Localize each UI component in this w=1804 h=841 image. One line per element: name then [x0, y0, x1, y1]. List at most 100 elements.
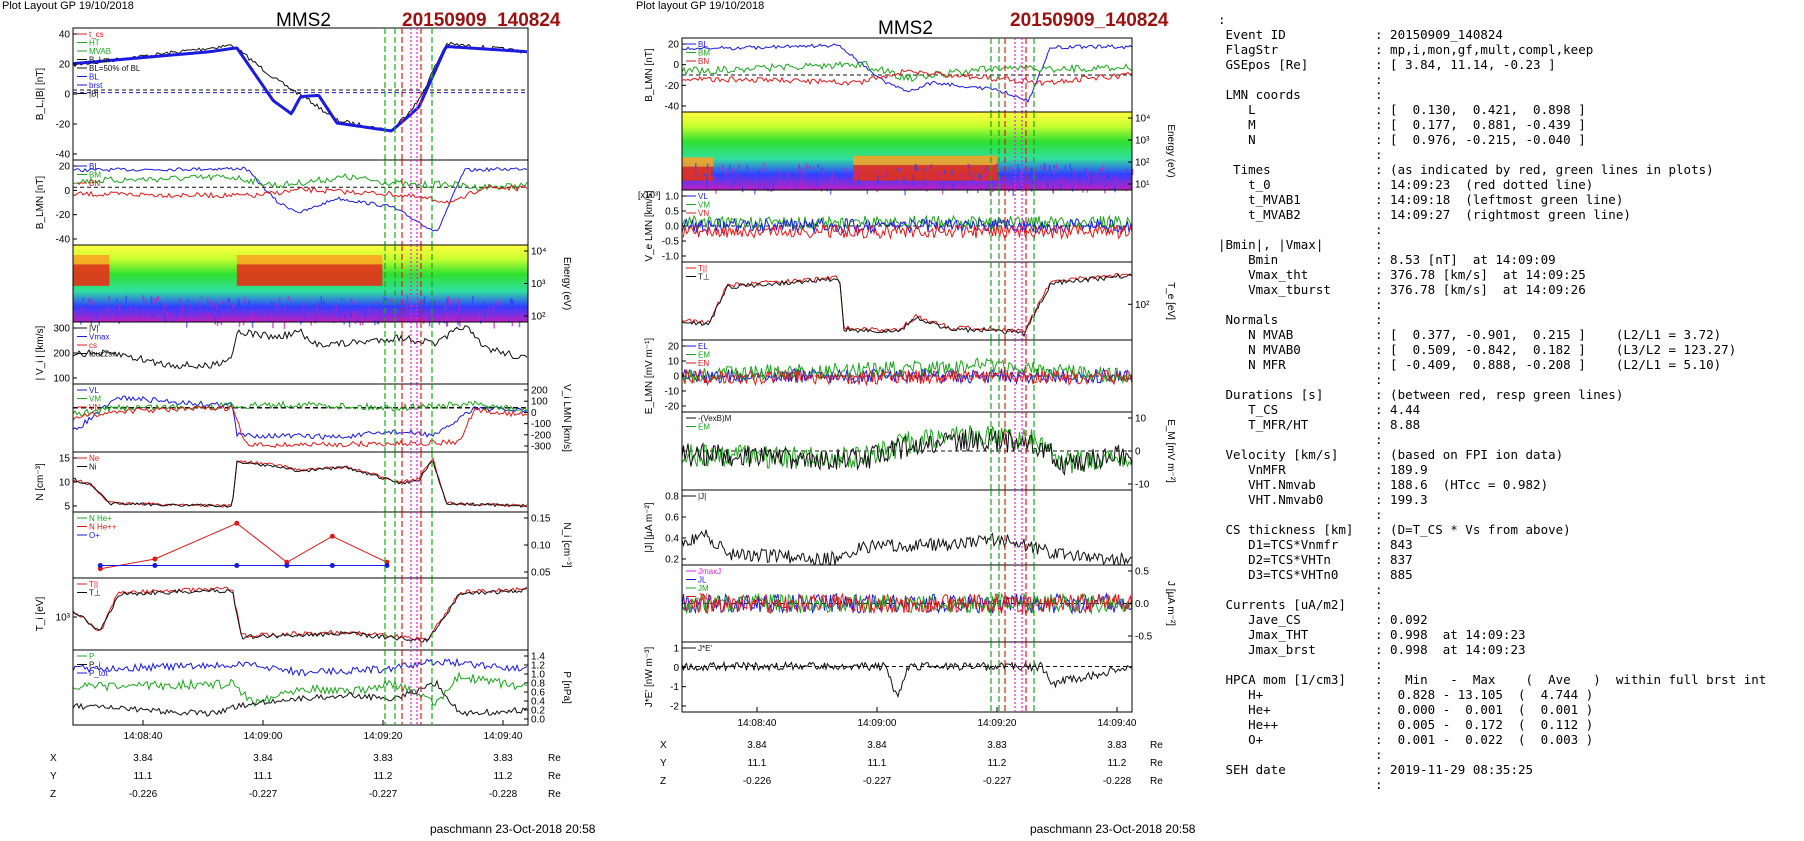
spectrogram-speckle: [153, 309, 155, 318]
spectrogram-speckle: [1067, 173, 1070, 178]
spectrogram-speckle: [375, 309, 377, 315]
spectrogram-speckle: [89, 298, 92, 301]
left-spacecraft-title: MMS2: [276, 10, 331, 31]
spectrogram-speckle: [950, 184, 952, 187]
spectrogram-speckle: [1074, 169, 1076, 177]
info-value: : (as indicated by red, green lines in p…: [1375, 162, 1714, 177]
spectrogram-speckle: [246, 307, 249, 310]
spectrogram-speckle: [308, 314, 310, 317]
legend-label: J*E': [698, 644, 712, 653]
spectrogram-speckle: [912, 183, 915, 187]
info-key: Normals: [1218, 312, 1279, 327]
he-plus-plus-point: [152, 556, 158, 562]
spectrogram-speckle: [849, 180, 851, 186]
info-key: [1218, 777, 1375, 792]
spectrogram-speckle: [337, 310, 340, 317]
spectrogram-speckle: [915, 163, 917, 171]
spectrogram-speckle: [225, 317, 227, 323]
info-value: :: [1375, 507, 1383, 522]
spectrogram-speckle: [335, 304, 337, 311]
legend-label: BM: [89, 171, 101, 180]
legend-label: BM: [698, 49, 710, 58]
spectrogram-speckle: [88, 304, 91, 307]
y-axis-label: B_LMN [nT]: [35, 176, 46, 230]
spectrogram-speckle: [187, 298, 189, 302]
info-line: Vmax_tht: 376.78 [km/s] at 14:09:25: [1218, 267, 1766, 282]
spectrogram-speckle: [483, 313, 486, 318]
spectrogram-speckle: [1042, 183, 1044, 188]
left-panel-9: 1.41.21.00.80.60.40.20.0 P [nPa] PP_iP_tot: [72, 649, 572, 726]
spectrogram-speckle: [968, 164, 970, 169]
info-line: CS thickness [km]: (D=T_CS * Vs from abo…: [1218, 522, 1766, 537]
spectrogram-speckle: [977, 173, 980, 179]
bm-line: [681, 60, 1133, 83]
spectrogram-speckle: [951, 170, 954, 175]
left-layout-label: Plot Layout GP 19/10/2018: [2, 0, 134, 12]
x-tick-label: 14:09:00: [858, 718, 897, 729]
spectrogram-speckle: [944, 170, 946, 175]
spectrogram-speckle: [423, 300, 425, 306]
y-tick-label: 0.4: [665, 534, 679, 545]
info-key: N: [1218, 132, 1256, 147]
y-axis-label-right: V_i LMN [km/s]: [561, 384, 572, 452]
spectrogram-speckle: [767, 186, 769, 192]
x-tick-label: 14:09:40: [1098, 718, 1137, 729]
info-value: : [ 0.177, 0.881, -0.439 ]: [1375, 117, 1586, 132]
spectrogram-speckle: [478, 313, 480, 318]
position-unit: Re: [548, 753, 561, 764]
legend-label: brst: [89, 81, 103, 90]
spectrogram-speckle: [116, 310, 119, 319]
spectrogram-speckle: [799, 179, 801, 183]
spectrogram-speckle: [509, 298, 512, 306]
spectrogram-speckle: [761, 166, 763, 173]
x-tick-label: 14:08:40: [738, 718, 777, 729]
spectrogram-speckle: [854, 170, 856, 178]
spectrogram-speckle: [244, 297, 246, 304]
middle-panel-9: 1 0 -1 -2 J*E' [nW m⁻³] J*E': [644, 641, 1133, 713]
spectrogram-speckle: [153, 298, 156, 305]
legend-label: Vmax: [89, 333, 109, 342]
y-tick-label: -0.5: [662, 237, 680, 248]
vexb-line: [681, 428, 1133, 476]
x-tick-label: 14:08:40: [124, 731, 163, 742]
spectrogram-speckle: [356, 314, 358, 319]
spectrogram-speckle: [985, 187, 988, 191]
spectrogram-speckle: [260, 308, 263, 311]
info-line: t_MVAB2: 14:09:27 (rightmost green line): [1218, 207, 1766, 222]
ni-line: [72, 460, 528, 508]
spectrogram-speckle: [188, 308, 190, 312]
spectrogram-speckle: [941, 186, 944, 190]
legend-label: JL: [698, 576, 707, 585]
middle-panel-4: 10² T_e [eV] T||T⊥: [681, 261, 1176, 341]
spectrogram-speckle: [374, 319, 376, 326]
spectrogram-speckle: [253, 311, 255, 319]
position-value: 3.84: [253, 753, 273, 764]
spectrogram-speckle: [804, 170, 806, 176]
spectrogram-speckle: [1061, 186, 1064, 190]
info-key: GSEpos [Re]: [1218, 57, 1309, 72]
legend-label: Ni: [89, 463, 97, 472]
spectrogram-speckle: [168, 303, 171, 309]
y-tick-label: 15: [59, 454, 71, 465]
je-line: [681, 660, 1133, 699]
y-tick-label: 10³: [56, 613, 71, 624]
spectrogram-speckle: [137, 308, 139, 316]
spectrogram-speckle: [903, 176, 905, 185]
info-line: :: [1218, 147, 1766, 162]
spectrogram-speckle: [317, 310, 319, 319]
info-value: :: [1375, 432, 1383, 447]
x-tick-label: 14:09:20: [978, 718, 1017, 729]
spectrogram-speckle: [758, 170, 760, 174]
spectrogram-speckle: [1040, 165, 1042, 169]
spectrogram-speckle: [210, 309, 212, 314]
info-line: t_0: 14:09:23 (red dotted line): [1218, 177, 1766, 192]
spectrogram-speckle: [82, 297, 84, 301]
info-line: Normals:: [1218, 312, 1766, 327]
vn-line: [72, 404, 528, 448]
position-value: -0.226: [129, 789, 158, 800]
spectrogram-speckle: [118, 303, 120, 311]
spectrogram-speckle: [217, 304, 220, 313]
y-tick-label: 10²: [1135, 300, 1150, 311]
spectrogram-hot-band: [236, 264, 383, 286]
spectrogram-speckle: [401, 299, 404, 305]
